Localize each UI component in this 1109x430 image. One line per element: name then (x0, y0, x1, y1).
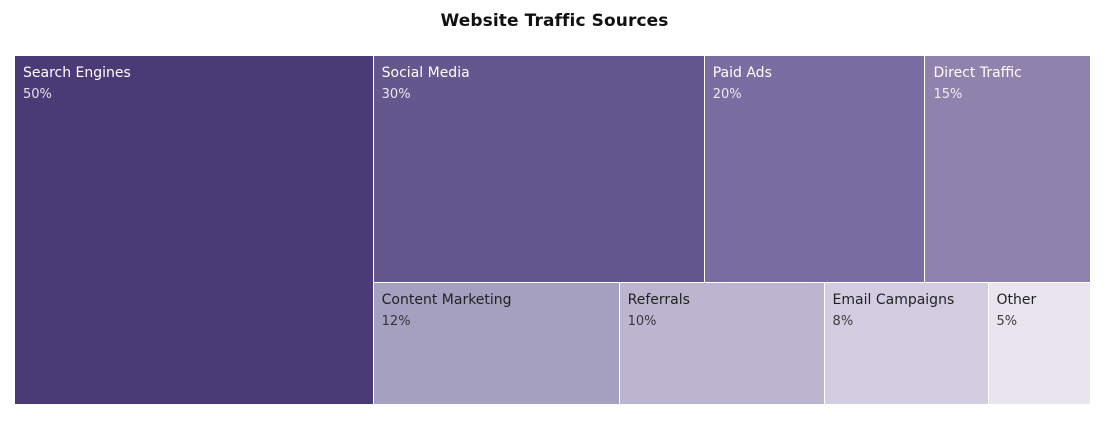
treemap-tile-search-engines[interactable]: Search Engines 50% (15, 56, 374, 405)
treemap-tile-content-marketing[interactable]: Content Marketing 12% (374, 283, 620, 405)
tile-label: Search Engines (23, 65, 131, 81)
tile-label: Content Marketing (382, 292, 512, 308)
tile-label: Social Media (382, 65, 470, 81)
tile-value-label: 10% (628, 314, 657, 329)
tile-value-label: 8% (833, 314, 854, 329)
treemap-plot-area: Search Engines 50% Social Media 30% Paid Ads… (15, 56, 1091, 405)
treemap-tile-email-campaigns[interactable]: Email Campaigns 8% (825, 283, 989, 405)
chart-title: Website Traffic Sources (0, 11, 1109, 31)
tile-label: Other (997, 292, 1037, 308)
tile-value-label: 30% (382, 87, 411, 102)
tile-value-label: 50% (23, 87, 52, 102)
tile-label: Paid Ads (713, 65, 772, 81)
treemap-tile-other[interactable]: Other 5% (989, 283, 1091, 405)
tile-label: Email Campaigns (833, 292, 955, 308)
treemap-tile-direct-traffic[interactable]: Direct Traffic 15% (925, 56, 1091, 283)
tile-label: Referrals (628, 292, 690, 308)
treemap-tile-paid-ads[interactable]: Paid Ads 20% (705, 56, 926, 283)
treemap-tile-social-media[interactable]: Social Media 30% (374, 56, 705, 283)
tile-value-label: 12% (382, 314, 411, 329)
tile-label: Direct Traffic (933, 65, 1021, 81)
tile-value-label: 5% (997, 314, 1018, 329)
tile-value-label: 20% (713, 87, 742, 102)
tile-value-label: 15% (933, 87, 962, 102)
treemap-tile-referrals[interactable]: Referrals 10% (620, 283, 825, 405)
